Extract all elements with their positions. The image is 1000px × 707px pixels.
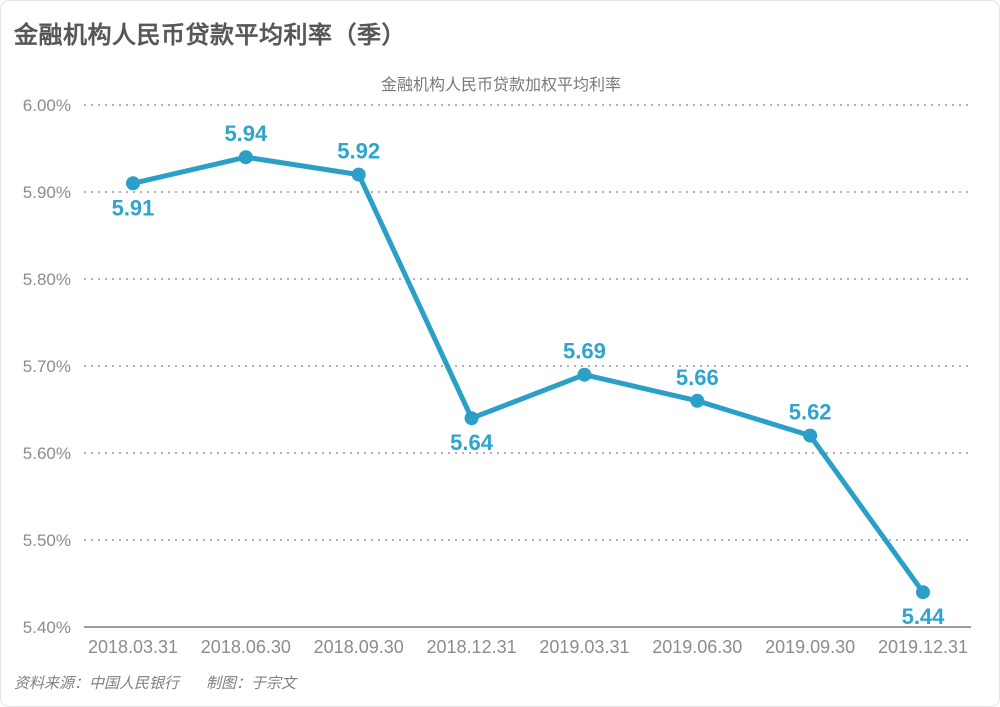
x-tick-label: 2018.03.31 bbox=[88, 637, 178, 657]
x-tick-label: 2019.06.30 bbox=[652, 637, 742, 657]
y-tick-label: 6.00% bbox=[23, 96, 71, 115]
data-point-marker bbox=[690, 393, 705, 408]
data-point-marker bbox=[238, 150, 253, 165]
data-point-label: 5.64 bbox=[450, 430, 494, 455]
y-tick-label: 5.90% bbox=[23, 183, 71, 202]
data-line bbox=[130, 154, 926, 595]
x-tick-label: 2018.06.30 bbox=[201, 637, 291, 657]
y-tick-label: 5.50% bbox=[23, 531, 71, 550]
data-point-marker bbox=[351, 167, 366, 182]
page-title: 金融机构人民币贷款平均利率（季） bbox=[14, 22, 406, 49]
x-tick-label: 2018.12.31 bbox=[427, 637, 517, 657]
data-point-label: 5.69 bbox=[563, 339, 606, 364]
x-tick-label: 2019.09.30 bbox=[765, 637, 855, 657]
x-tick-label: 2019.12.31 bbox=[878, 637, 968, 657]
data-point-marker bbox=[464, 411, 479, 426]
x-tick-label: 2018.09.30 bbox=[314, 637, 404, 657]
data-point-label: 5.66 bbox=[676, 365, 719, 390]
data-point-marker bbox=[803, 428, 818, 443]
y-tick-label: 5.60% bbox=[23, 444, 71, 463]
data-point-label: 5.92 bbox=[337, 139, 380, 164]
data-point-label: 5.62 bbox=[789, 400, 832, 425]
data-point-marker bbox=[577, 367, 592, 382]
x-tick-label: 2019.03.31 bbox=[539, 637, 629, 657]
chart-footer: 资料来源：中国人民银行 制图：于宗文 bbox=[14, 672, 296, 693]
data-point-label: 5.91 bbox=[112, 195, 155, 220]
y-tick-label: 5.80% bbox=[23, 270, 71, 289]
y-tick-label: 5.40% bbox=[23, 618, 71, 637]
data-source-text: 资料来源：中国人民银行 bbox=[14, 675, 180, 692]
credit-text: 制图：于宗文 bbox=[206, 675, 297, 692]
data-point-label: 5.94 bbox=[224, 121, 268, 146]
data-point-marker bbox=[126, 176, 140, 191]
chart-subtitle: 金融机构人民币贷款加权平均利率 bbox=[380, 77, 621, 94]
data-point-marker bbox=[916, 585, 930, 600]
y-tick-label: 5.70% bbox=[23, 357, 71, 376]
data-point-label: 5.44 bbox=[902, 604, 946, 629]
